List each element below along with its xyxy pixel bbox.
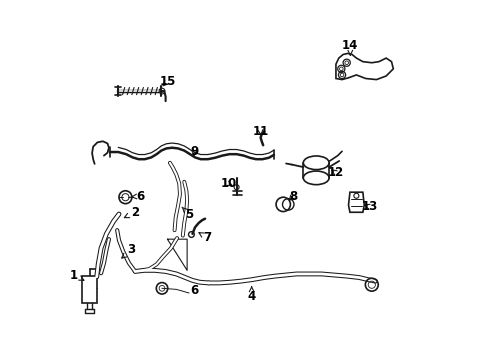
Text: 10: 10 <box>220 177 236 190</box>
Text: 13: 13 <box>361 201 377 213</box>
Text: 2: 2 <box>124 206 139 219</box>
Text: 1: 1 <box>70 269 84 282</box>
Text: 6: 6 <box>131 190 144 203</box>
Text: 9: 9 <box>190 145 198 158</box>
Text: 5: 5 <box>182 207 193 221</box>
Text: 15: 15 <box>159 75 175 88</box>
Text: 3: 3 <box>122 243 135 258</box>
Text: 14: 14 <box>342 39 358 55</box>
Text: 8: 8 <box>288 190 296 203</box>
Text: 11: 11 <box>252 125 268 138</box>
Text: 6: 6 <box>190 284 198 297</box>
Text: 12: 12 <box>327 166 344 179</box>
Text: 4: 4 <box>247 287 255 303</box>
FancyBboxPatch shape <box>82 276 97 303</box>
Text: 7: 7 <box>199 231 210 244</box>
